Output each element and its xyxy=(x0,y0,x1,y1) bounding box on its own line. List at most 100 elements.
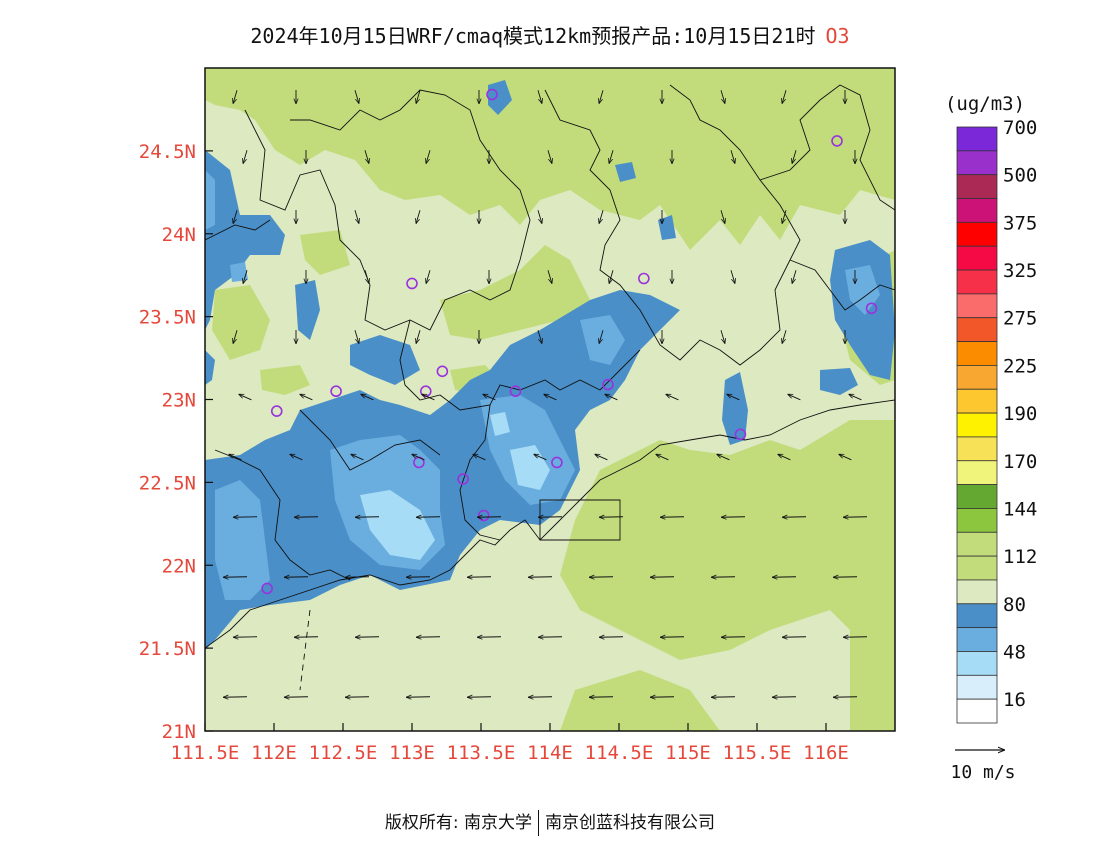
footer-copyright: 版权所有: 南京大学 xyxy=(384,813,533,833)
station-marker xyxy=(457,473,469,485)
footer: 版权所有: 南京大学 南京创蓝科技有限公司 xyxy=(0,808,1100,836)
wind-arrow xyxy=(243,270,248,283)
colorbar-bin xyxy=(956,651,998,676)
admin-boundaries xyxy=(205,84,895,691)
field-green-sea-south xyxy=(560,670,720,731)
colorbar-bin xyxy=(956,508,998,533)
wind-arrow xyxy=(426,270,431,283)
boundary-east2 xyxy=(789,259,895,311)
station-marker xyxy=(436,365,449,378)
title-text: 2024年10月15日WRF/cmaq模式12km预报产品:10月15日21时 xyxy=(250,24,816,48)
boundary-central2 xyxy=(459,404,501,541)
field-blue-west-blob2 xyxy=(205,350,215,385)
island-line xyxy=(299,609,311,691)
field-green-sea-east xyxy=(560,420,895,731)
boundary-north2 xyxy=(544,84,801,366)
wind-arrow xyxy=(354,330,359,343)
footer-separator xyxy=(538,810,540,836)
wind-arrow xyxy=(720,330,725,343)
wind-arrow xyxy=(537,90,542,103)
wind-arrow xyxy=(412,454,425,461)
wind-arrow xyxy=(239,394,252,401)
field-green-west2 xyxy=(300,230,350,275)
wind-arrow xyxy=(839,454,852,461)
station-marker xyxy=(551,456,563,469)
wind-arrow xyxy=(364,270,369,283)
hk-box xyxy=(539,499,621,541)
wind-arrow xyxy=(605,394,618,401)
colorbar-bin xyxy=(956,150,998,176)
station-marker xyxy=(270,405,283,417)
boundary-west xyxy=(214,449,351,581)
wind-arrow xyxy=(300,394,313,401)
colorbar-bin xyxy=(956,484,998,509)
wind-arrow xyxy=(849,394,862,401)
wind-arrow xyxy=(599,210,604,223)
field-green-mid xyxy=(440,245,590,340)
wind-arrow xyxy=(537,210,542,223)
colorbar-bin xyxy=(956,531,998,557)
wind-arrow xyxy=(243,150,248,163)
station-marker xyxy=(330,385,342,398)
field-blue-north-small xyxy=(488,80,512,115)
wind-arrow xyxy=(233,330,238,343)
wind-arrow xyxy=(290,454,303,461)
colorbar-bin xyxy=(956,460,998,486)
colorbar-bin xyxy=(956,627,998,652)
x-tick-label: 114E xyxy=(527,742,573,764)
field-blue-coast-small xyxy=(722,372,748,445)
x-tick-label: 112E xyxy=(251,742,297,764)
wind-arrow xyxy=(361,394,374,401)
map-title: 2024年10月15日WRF/cmaq模式12km预报产品:10月15日21时 O… xyxy=(0,20,1100,49)
wind-arrow xyxy=(609,150,614,163)
wind-arrow xyxy=(656,454,669,461)
wind-arrow xyxy=(782,210,787,223)
boundary-west2 xyxy=(299,409,441,471)
wind-arrow xyxy=(416,90,421,103)
x-tick-label: 111.5E xyxy=(171,742,240,764)
y-tick-label: 24.5N xyxy=(139,141,196,163)
wind-arrow xyxy=(792,270,797,283)
wind-arrow xyxy=(416,210,421,223)
y-tick-label: 24N xyxy=(162,224,196,246)
colorbar-label: 112 xyxy=(1003,546,1037,568)
wind-arrow xyxy=(599,330,604,343)
station-marker xyxy=(734,428,747,441)
colorbar-bin xyxy=(956,388,998,414)
wind-arrow xyxy=(233,210,238,223)
wind-vectors xyxy=(223,90,868,697)
colorbar-label: 375 xyxy=(1003,212,1037,234)
wind-arrow xyxy=(599,90,604,103)
colorbar-bin xyxy=(956,198,998,223)
concentration-field xyxy=(205,68,895,731)
colorbar-bin xyxy=(956,698,998,724)
colorbar-bin xyxy=(956,317,998,342)
wind-arrow xyxy=(534,454,547,461)
x-tick-label: 115E xyxy=(665,742,711,764)
colorbar-bin xyxy=(956,555,998,581)
colorbar-bin xyxy=(956,221,998,247)
field-green-west xyxy=(212,285,270,360)
station-marker xyxy=(261,582,273,595)
x-tick-label: 113.5E xyxy=(447,742,516,764)
x-tick-label: 112.5E xyxy=(309,742,378,764)
y-tick-label: 23N xyxy=(162,390,196,412)
colorbar-bin xyxy=(956,674,998,700)
colorbar-bin xyxy=(956,412,998,438)
field-blue-north-small2 xyxy=(615,162,636,182)
colorbar-bin xyxy=(956,603,998,629)
pollutant-label: O3 xyxy=(825,24,850,48)
colorbar-label: 144 xyxy=(1003,498,1037,520)
station-marker xyxy=(865,302,878,315)
wind-arrow xyxy=(547,150,552,163)
colorbar-bin xyxy=(956,364,998,390)
wind-arrow xyxy=(473,454,486,461)
map-figure: 111.5E 112E 112.5E 113E 113.5E 114E 114.5E 115E… xyxy=(139,67,1037,783)
wind-arrow xyxy=(609,270,614,283)
colorbar-label: 80 xyxy=(1003,594,1026,616)
station-marker xyxy=(602,378,614,391)
boundary-east xyxy=(759,84,895,211)
field-lightblue-2 xyxy=(510,445,550,490)
footer-company: 南京创蓝科技有限公司 xyxy=(545,813,716,833)
